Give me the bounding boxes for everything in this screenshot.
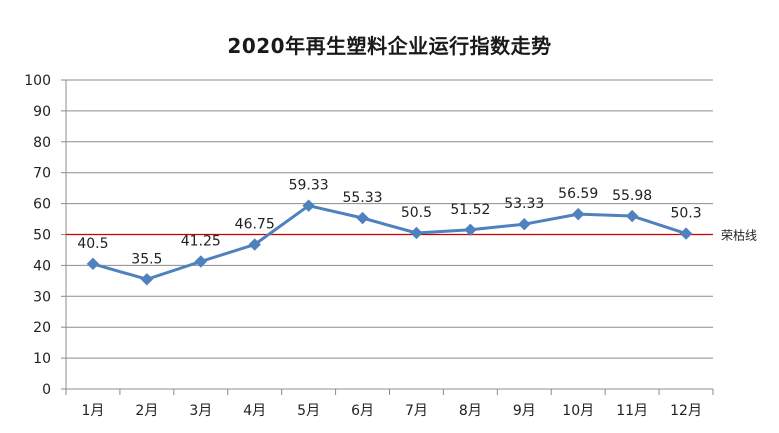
data-label: 35.5: [131, 251, 162, 267]
y-tick-label: 70: [33, 166, 51, 182]
data-label: 59.33: [289, 178, 329, 194]
data-point: [464, 223, 477, 237]
y-tick-label: 40: [33, 258, 51, 274]
reference-line-group: 荣枯线: [66, 228, 757, 243]
data-point: [194, 255, 207, 268]
data-label: 51.52: [450, 202, 490, 218]
x-tick-label: 1月: [81, 403, 104, 419]
data-label: 55.33: [342, 190, 382, 206]
x-tick-label: 11月: [616, 403, 648, 419]
data-labels: 40.5 35.5 41.25 46.75 59.33 55.33 50.5 51.52 53.…: [77, 178, 701, 268]
data-point: [86, 257, 100, 271]
data-label: 41.25: [181, 234, 221, 250]
y-tick-label: 20: [33, 320, 51, 336]
y-tick-label: 50: [33, 228, 51, 244]
data-label: 56.59: [558, 186, 598, 202]
chart-title: 2020年再生塑料企业运行指数走势: [227, 34, 552, 58]
data-point: [679, 227, 693, 240]
data-label: 40.5: [77, 236, 108, 252]
x-tick-label: 5月: [297, 403, 320, 419]
data-point: [302, 199, 315, 212]
y-tick-label: 60: [33, 197, 51, 213]
data-point: [572, 207, 585, 221]
x-tick-label: 12月: [670, 403, 702, 419]
x-tick-label: 7月: [405, 403, 428, 419]
data-label: 50.3: [670, 206, 701, 222]
data-point: [248, 238, 261, 251]
reference-line-label: 荣枯线: [721, 228, 757, 243]
y-tick-label: 90: [33, 104, 51, 120]
x-tick-label: 2月: [135, 403, 158, 419]
x-tick-label: 4月: [243, 403, 266, 419]
data-label: 55.98: [612, 188, 652, 204]
y-tick-label: 30: [33, 289, 51, 305]
data-label: 53.33: [504, 196, 544, 212]
data-label: 50.5: [401, 205, 432, 221]
y-tick-label: 80: [33, 135, 51, 151]
gridlines: [65, 79, 713, 390]
y-axis-ticks: 0 10 20 30 40 50 60 70 80 90 100: [24, 73, 66, 398]
data-point: [410, 226, 423, 240]
data-label: 46.75: [235, 217, 275, 233]
series-group: [86, 199, 693, 286]
x-axis-ticks: 1月 2月 3月 4月 5月 6月 7月 8月 9月 10月 11月 12月: [65, 389, 714, 419]
y-tick-label: 10: [33, 351, 51, 367]
x-tick-label: 6月: [351, 403, 374, 419]
data-point: [625, 209, 639, 223]
data-point: [518, 218, 531, 231]
series-line: [92, 204, 687, 281]
data-point: [356, 211, 369, 225]
x-tick-label: 10月: [562, 403, 594, 419]
y-tick-label: 100: [24, 73, 51, 89]
data-point: [140, 273, 154, 286]
x-tick-label: 9月: [513, 403, 536, 419]
x-tick-label: 3月: [189, 403, 212, 419]
x-tick-label: 8月: [459, 403, 482, 419]
y-tick-label: 0: [42, 382, 51, 398]
